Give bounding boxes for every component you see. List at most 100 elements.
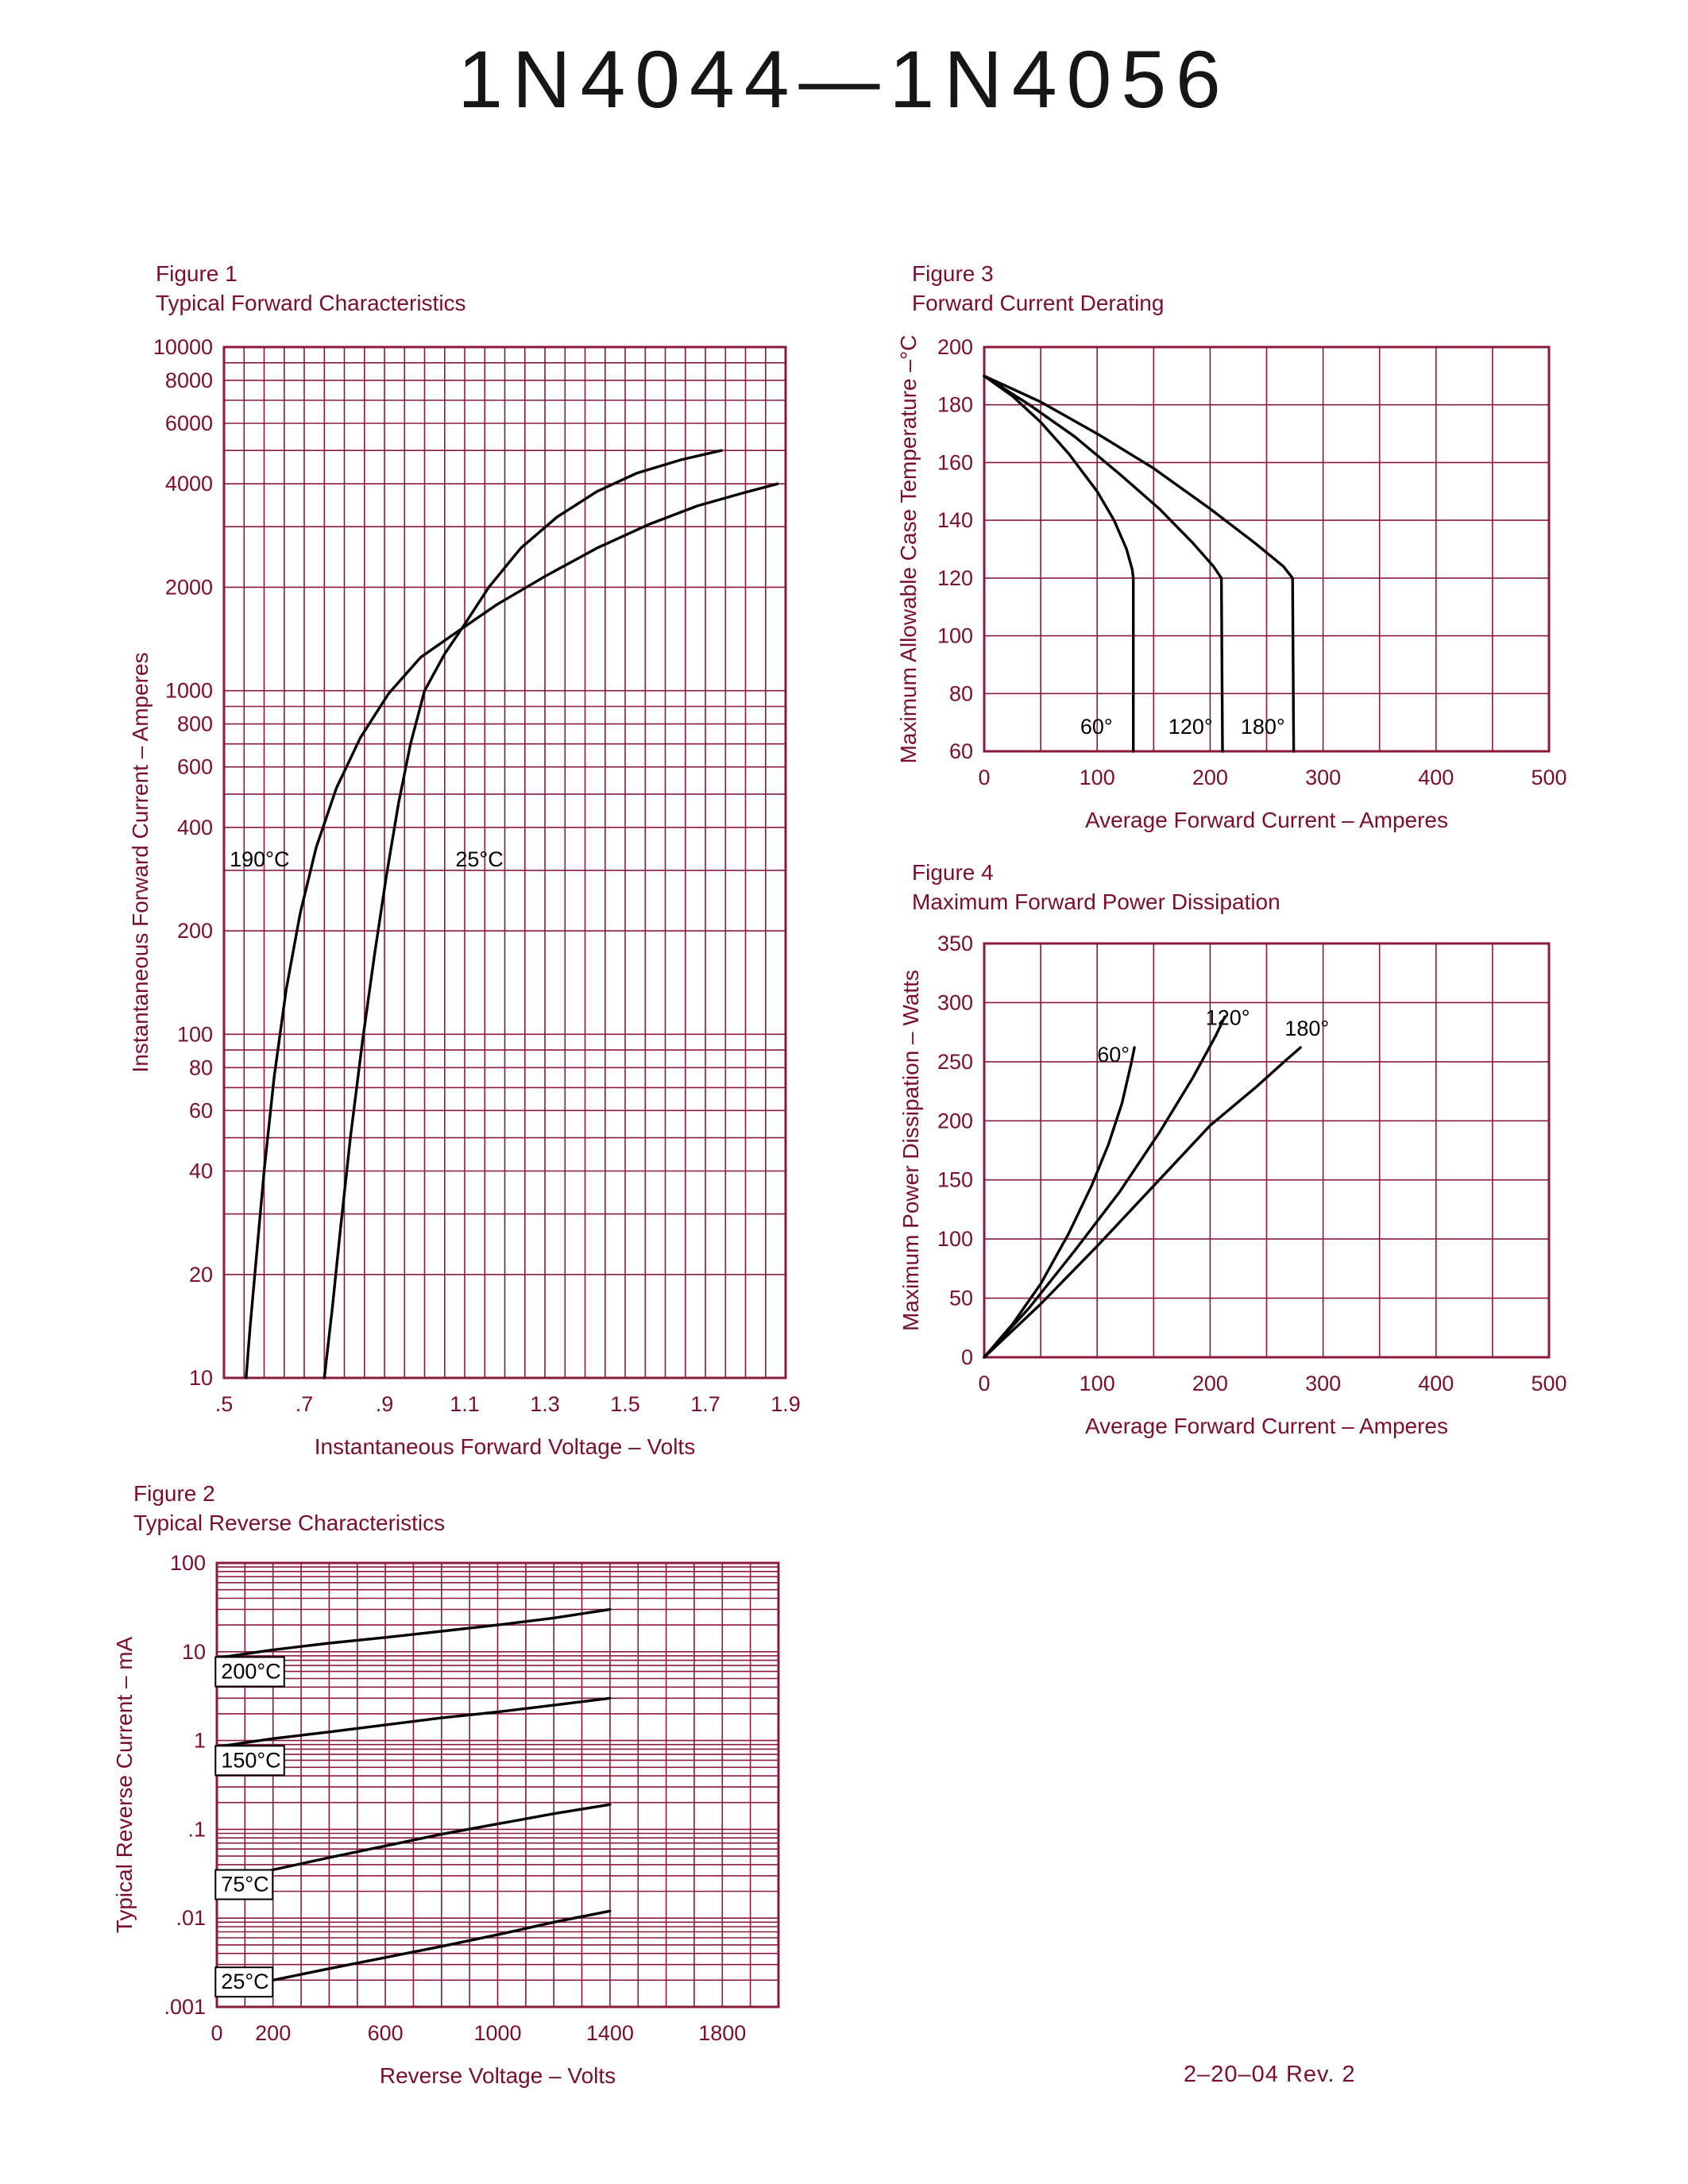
y-tick-label: 10 (182, 1640, 206, 1664)
figure1-label: Figure 1 (156, 261, 238, 286)
y-tick-label: .001 (164, 1995, 206, 2019)
y-tick-label: 100 (177, 1022, 213, 1046)
figure4-heading: Figure 4 Maximum Forward Power Dissipati… (912, 858, 1280, 916)
x-tick-label: .5 (215, 1392, 234, 1416)
y-tick-label: 300 (937, 990, 973, 1014)
y-tick-label: 6000 (165, 411, 213, 435)
plot-frame (983, 345, 1551, 753)
y-tick-label: 20 (189, 1263, 213, 1287)
curve-label: 190°C (230, 847, 289, 871)
y-tick-label: 60 (189, 1098, 213, 1122)
curve-label: 60° (1080, 715, 1113, 739)
curve-label: 25°C (455, 847, 503, 871)
curve-label: 200°C (221, 1660, 280, 1684)
y-tick-label: 50 (949, 1287, 973, 1310)
x-tick-label: 0 (211, 2021, 222, 2045)
figure3-chart: 0 100 200 300 400 500 200 180 160 140 120 100 80 60 Av… (896, 335, 1567, 832)
curve-label-box (214, 1869, 274, 1900)
tick-labels: 0 200 600 1000 1400 1800 100 10 1 .1 .01 .001 (164, 1551, 746, 2045)
y-tick-label: 250 (937, 1050, 973, 1074)
y-tick-label: 10 (189, 1366, 213, 1390)
x-axis-title: Average Forward Current – Amperes (1085, 1414, 1448, 1438)
page-title: 1N4044—1N4056 (458, 34, 1230, 125)
figure1-heading: Figure 1 Typical Forward Characteristics (156, 259, 466, 318)
x-tick-label: 1000 (473, 2021, 521, 2045)
y-axis-title: Typical Reverse Current – mA (112, 1636, 137, 1933)
figure2-label: Figure 2 (133, 1481, 215, 1506)
y-axis-title: Maximum Allowable Case Temperature –°C (896, 335, 921, 764)
y-tick-label: 150 (937, 1168, 973, 1192)
curve-200°C (215, 1607, 612, 1660)
x-tick-label: 1.9 (771, 1392, 801, 1416)
x-tick-label: 300 (1305, 1372, 1341, 1395)
x-tick-label: 1.3 (530, 1392, 560, 1416)
x-axis-title: Instantaneous Forward Voltage – Volts (315, 1434, 695, 1459)
y-tick-label: 200 (937, 1109, 973, 1133)
tick-labels: 0 100 200 300 400 500 200 180 160 140 120 100 80 60 (937, 335, 1567, 789)
y-tick-label: 100 (170, 1551, 206, 1575)
y-tick-label: 1000 (165, 679, 213, 703)
x-tick-label: .7 (295, 1392, 314, 1416)
y-tick-label: 200 (937, 335, 973, 359)
figure3-label: Figure 3 (912, 261, 994, 286)
figure3-heading: Figure 3 Forward Current Derating (912, 259, 1164, 318)
plot-frame (983, 942, 1551, 1359)
x-tick-label: 300 (1305, 766, 1341, 789)
y-tick-label: 800 (177, 712, 213, 736)
y-tick-label: .01 (176, 1906, 206, 1930)
x-tick-label: 400 (1418, 766, 1454, 789)
curve-75°C (215, 1803, 612, 1885)
curve-60° (983, 374, 1135, 753)
figure2-chart: 0 200 600 1000 1400 1800 100 10 1 .1 .01 .001 Revers… (112, 1551, 780, 2088)
curve-180° (983, 1046, 1302, 1359)
x-tick-label: 400 (1418, 1372, 1454, 1395)
figure4-chart: 0 100 200 300 400 500350300250200150100500Ave… (898, 932, 1567, 1438)
figure3-subtitle: Forward Current Derating (912, 291, 1165, 315)
x-axis-title: Reverse Voltage – Volts (380, 2063, 616, 2088)
figure4-label: Figure 4 (912, 860, 994, 885)
curve-label: 180° (1241, 715, 1285, 739)
x-tick-label: 1.5 (610, 1392, 640, 1416)
y-tick-label: 100 (937, 624, 973, 648)
curve-190°C (245, 482, 779, 1379)
y-tick-label: 160 (937, 450, 973, 474)
x-tick-label: 200 (1192, 766, 1228, 789)
x-tick-label: 200 (255, 2021, 291, 2045)
curve-label: 25°C (221, 1970, 268, 1993)
x-tick-label: 500 (1531, 766, 1566, 789)
y-tick-label: 200 (177, 919, 213, 943)
y-axis-title: Instantaneous Forward Current – Amperes (128, 652, 153, 1072)
y-tick-label: 140 (937, 508, 973, 532)
y-tick-label: 350 (937, 932, 973, 955)
x-tick-label: 0 (978, 1372, 990, 1395)
x-tick-label: 1400 (586, 2021, 634, 2045)
figure4-subtitle: Maximum Forward Power Dissipation (912, 889, 1280, 914)
curve-180° (983, 374, 1296, 753)
curve-120° (983, 374, 1224, 753)
x-tick-label: 100 (1080, 766, 1115, 789)
plot-frame (222, 345, 787, 1379)
figure1-subtitle: Typical Forward Characteristics (156, 291, 466, 315)
y-axis-title: Maximum Power Dissipation – Watts (898, 970, 923, 1331)
grid (983, 346, 1550, 752)
y-tick-label: 2000 (165, 575, 213, 599)
x-tick-label: 600 (368, 2021, 404, 2045)
curve-150°C (215, 1696, 612, 1749)
y-tick-label: 1 (194, 1729, 206, 1753)
x-tick-label: 200 (1192, 1372, 1228, 1395)
x-tick-label: 0 (978, 766, 990, 789)
y-tick-label: 8000 (165, 369, 213, 392)
figure2-subtitle: Typical Reverse Characteristics (133, 1511, 446, 1535)
curve-60° (983, 1046, 1136, 1359)
y-tick-label: 80 (949, 681, 973, 705)
x-tick-label: 1800 (698, 2021, 746, 2045)
curve-label: 75°C (221, 1873, 268, 1897)
x-tick-label: 1.7 (690, 1392, 720, 1416)
grid (216, 1562, 779, 2008)
y-tick-label: 60 (949, 739, 973, 763)
x-axis-title: Average Forward Current – Amperes (1085, 808, 1448, 832)
curve-25°C (215, 1909, 612, 1993)
curve-label-box (214, 1966, 274, 1998)
